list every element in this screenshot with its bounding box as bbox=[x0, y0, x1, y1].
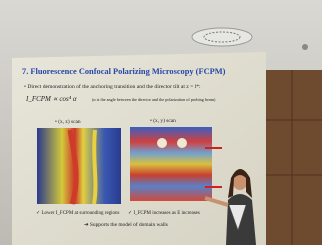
panel-label-text: (x, z) scan bbox=[58, 119, 80, 125]
formula: I_FCPM ∝ cos⁴ α bbox=[26, 95, 77, 103]
bullet-text: Direct demonstration of the anchoring tr… bbox=[27, 84, 200, 90]
sensor bbox=[302, 44, 308, 50]
xz-scan-feature bbox=[94, 130, 95, 204]
conclusion-text: I_FCPM increases as E increases bbox=[133, 211, 199, 216]
summary-text: Supports the model of domain walls bbox=[90, 222, 168, 228]
formula-note: (α is the angle between the director and… bbox=[92, 97, 215, 102]
xz-scan-image bbox=[37, 128, 121, 204]
conclusion-text: Lower I_FCPM at surrounding regions bbox=[41, 211, 119, 216]
scene: 7. Fluorescence Confocal Polarizing Micr… bbox=[0, 0, 322, 245]
conclusion: ✓ I_FCPM increases as E increases bbox=[128, 210, 200, 216]
panel-label: • (x, y) scan bbox=[150, 118, 176, 124]
panel-label: • (x, z) scan bbox=[55, 119, 81, 125]
xy-scan-feature bbox=[157, 138, 167, 148]
summary: ➔ Supports the model of domain walls bbox=[84, 222, 168, 228]
slide-title: 7. Fluorescence Confocal Polarizing Micr… bbox=[22, 67, 225, 76]
ceiling-vent bbox=[192, 28, 252, 46]
bullet: • Direct demonstration of the anchoring … bbox=[24, 84, 201, 90]
conclusion: ✓ Lower I_FCPM at surrounding regions bbox=[36, 210, 120, 216]
xy-scan-feature bbox=[177, 138, 187, 148]
panel-label-text: (x, y) scan bbox=[153, 118, 176, 124]
xy-scan-image bbox=[130, 127, 212, 201]
